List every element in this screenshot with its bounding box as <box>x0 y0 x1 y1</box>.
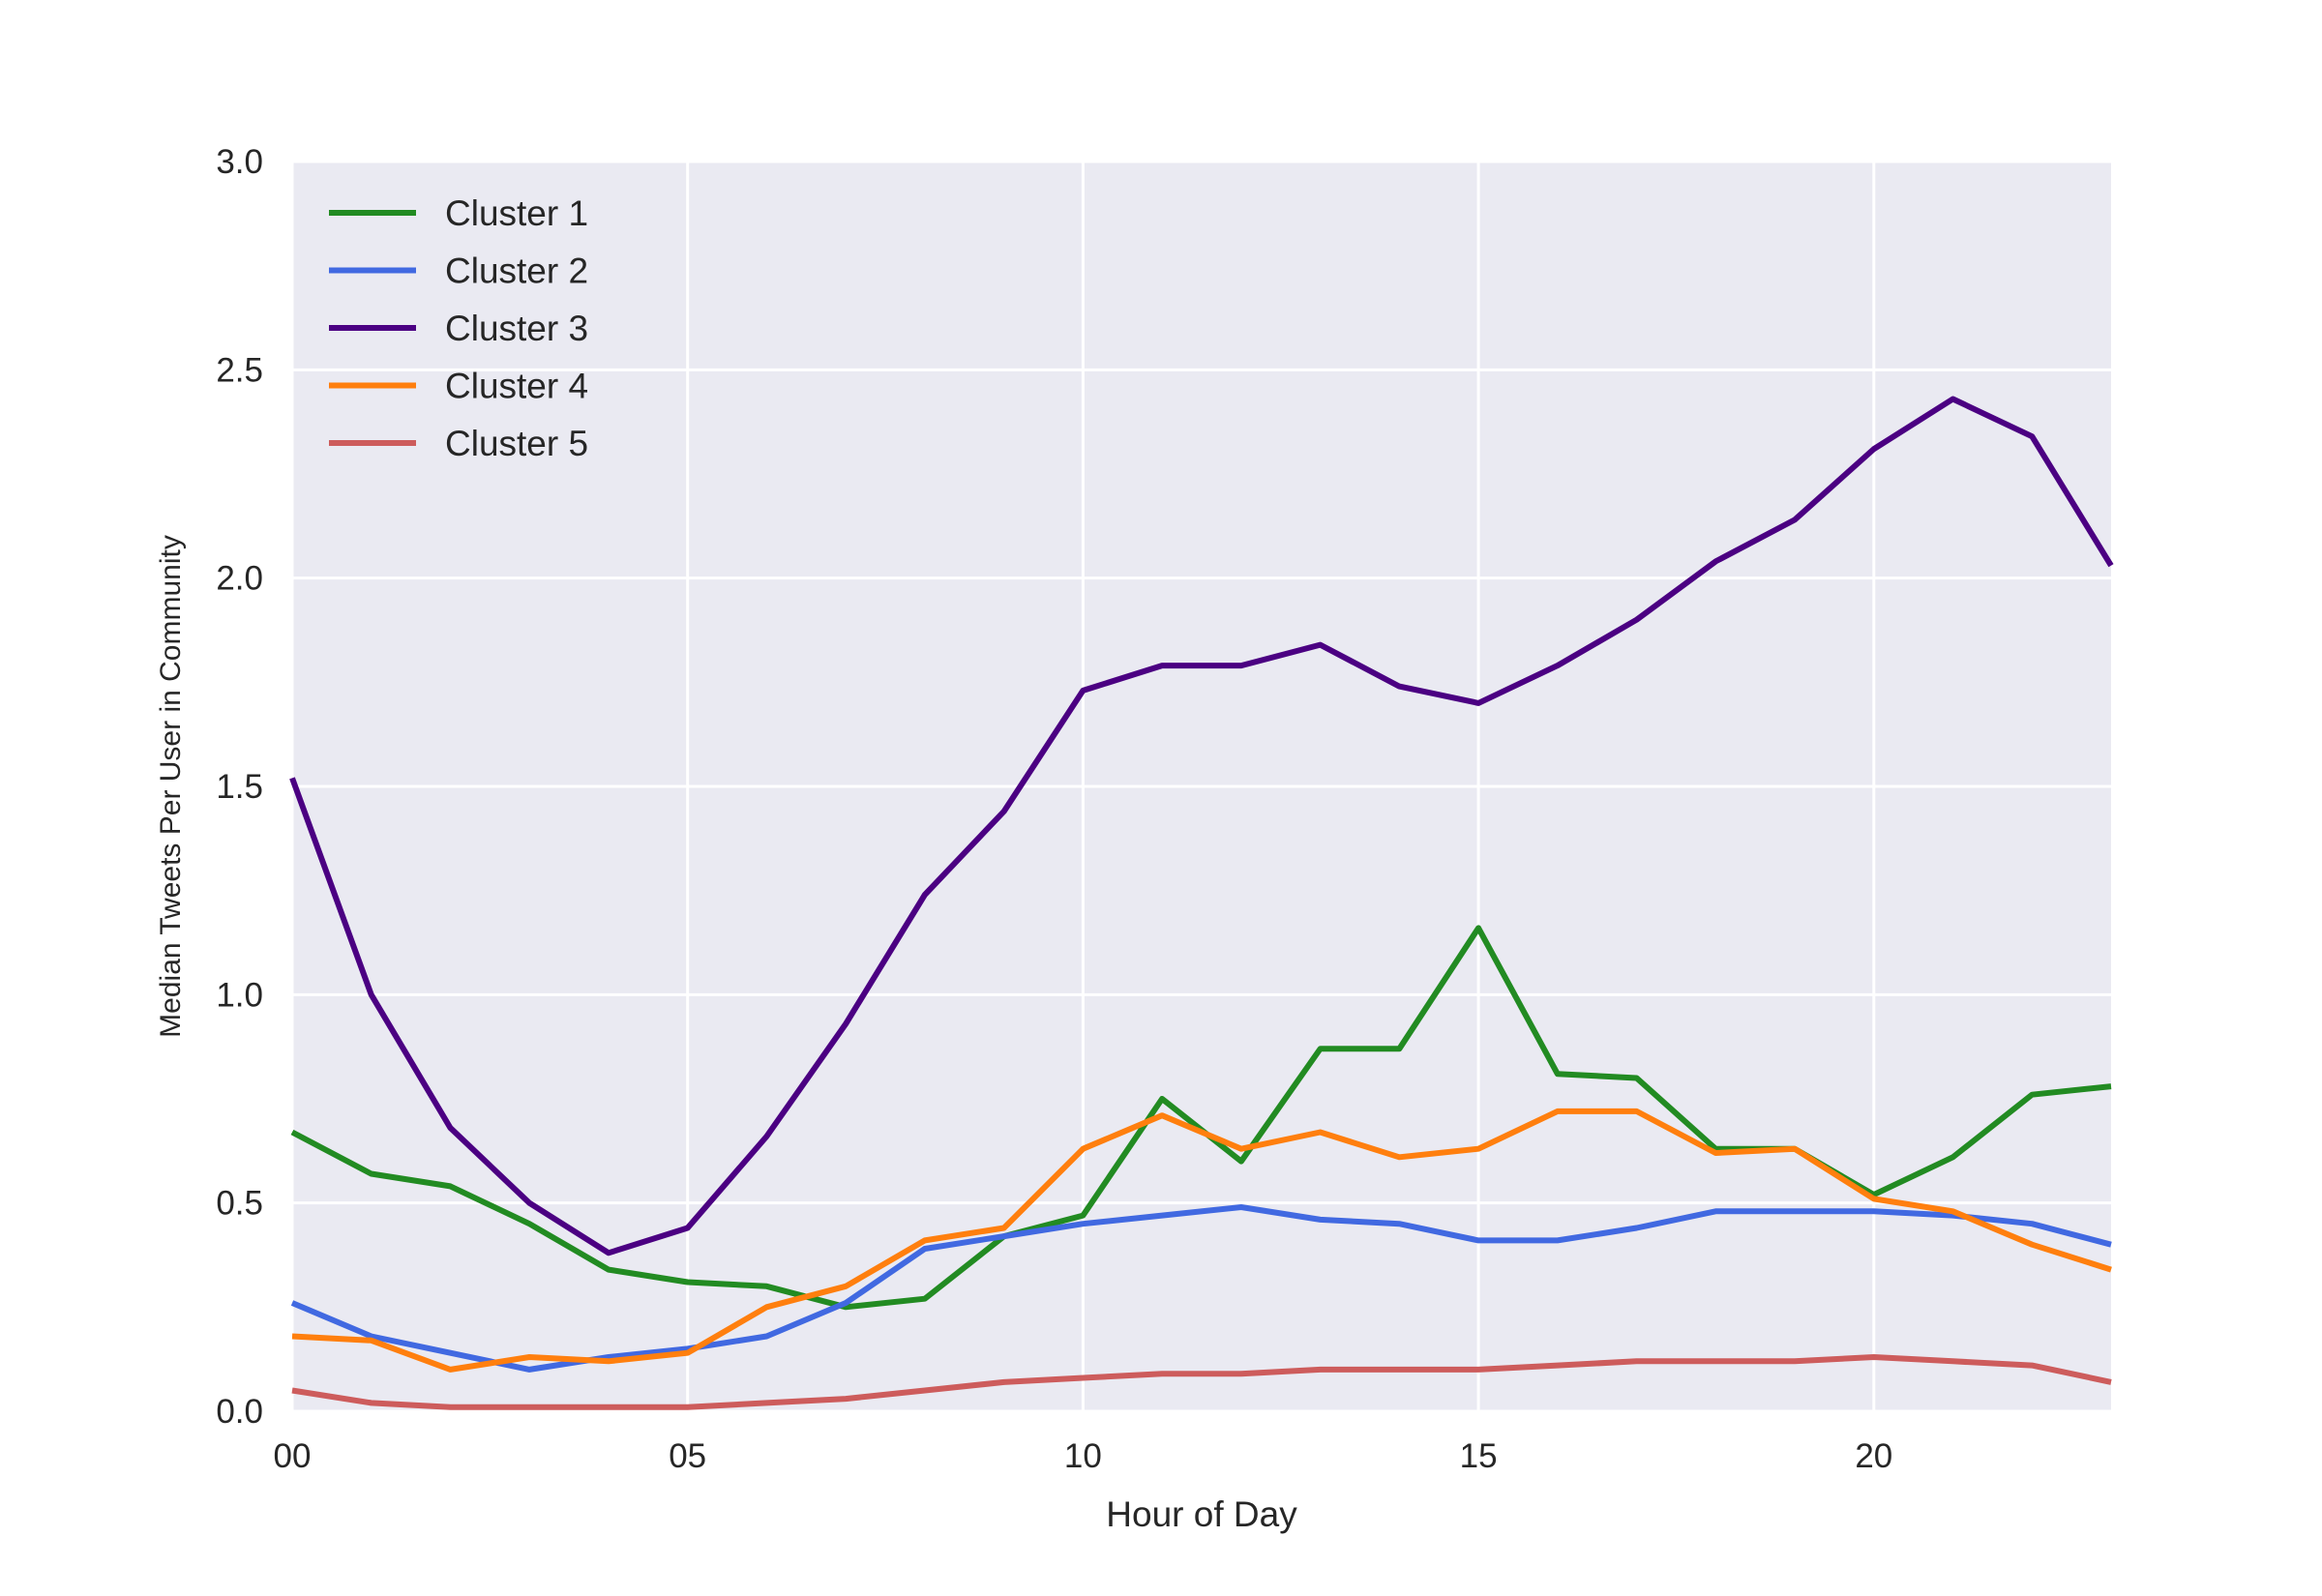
series-line-cluster-3 <box>289 396 2114 1256</box>
legend-label-cluster-3: Cluster 3 <box>445 309 588 348</box>
legend-label-cluster-5: Cluster 5 <box>445 424 588 463</box>
y-axis-ticks: 0.0 0.5 1.0 1.5 2.0 2.5 3.0 <box>216 143 263 1431</box>
series-lines <box>289 396 2114 1410</box>
gridlines <box>290 160 2111 1413</box>
x-tick-label: 20 <box>1855 1437 1892 1475</box>
legend-label-cluster-1: Cluster 1 <box>445 193 588 233</box>
y-tick-label: 2.5 <box>216 351 263 389</box>
y-tick-label: 1.5 <box>216 768 263 806</box>
series-line-cluster-4 <box>291 1108 2112 1373</box>
y-tick-label: 0.5 <box>216 1185 263 1223</box>
x-tick-label: 10 <box>1064 1437 1102 1475</box>
legend-label-cluster-4: Cluster 4 <box>445 367 588 406</box>
y-axis-label: Median Tweets Per User in Community <box>155 535 187 1038</box>
x-axis-label: Hour of Day <box>1106 1494 1297 1534</box>
y-tick-label: 2.0 <box>216 560 263 598</box>
y-tick-label: 1.0 <box>216 976 263 1014</box>
legend-label-cluster-2: Cluster 2 <box>445 251 588 291</box>
y-tick-label: 3.0 <box>216 143 263 181</box>
x-tick-label: 15 <box>1460 1437 1498 1475</box>
series-line-cluster-5 <box>291 1354 2112 1410</box>
x-axis-ticks: 00 05 10 15 20 <box>274 1437 1893 1475</box>
x-tick-label: 05 <box>669 1437 706 1475</box>
x-tick-label: 00 <box>274 1437 312 1475</box>
y-tick-label: 0.0 <box>216 1393 263 1431</box>
legend: Cluster 1 Cluster 2 Cluster 3 Cluster 4 Clus… <box>329 193 588 463</box>
